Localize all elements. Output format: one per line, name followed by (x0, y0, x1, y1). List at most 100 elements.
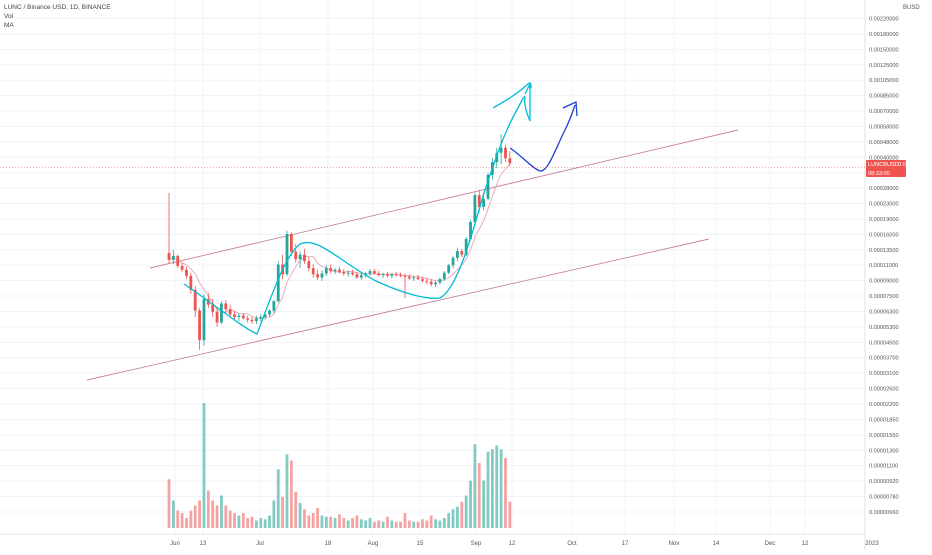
price-tick-label: 0.00150000 (869, 47, 899, 53)
indicator-vol[interactable]: Vol (4, 13, 14, 20)
volume-bar (307, 515, 311, 528)
cyan-projection-curve (183, 107, 519, 335)
candle-body (263, 314, 267, 318)
candle-body (189, 275, 193, 290)
candle (272, 300, 276, 314)
candle-body (381, 274, 385, 276)
candle (259, 314, 263, 322)
candle (438, 277, 442, 285)
price-tick-label: 0.00003100 (869, 371, 899, 377)
price-tick-label: 0.00070000 (869, 109, 899, 115)
candle (386, 271, 389, 278)
volume-bar (211, 500, 215, 528)
candle-body (460, 251, 464, 255)
candle (381, 272, 385, 279)
candle (316, 269, 319, 280)
price-tick-label: 0.00011000 (869, 263, 898, 269)
candle-body (224, 303, 228, 310)
candle (189, 272, 193, 294)
countdown: 08:33:00 (868, 171, 890, 177)
candle-body (473, 195, 477, 223)
symbol-line[interactable]: LUNC / Binance USD, 1D, BINANCE (4, 4, 111, 11)
candle (289, 232, 293, 256)
volume-bar (377, 520, 381, 528)
time-tick-label: 13 (200, 541, 207, 547)
volume-bar (180, 513, 184, 528)
volume-bar (438, 520, 442, 528)
candle-body (425, 280, 429, 282)
price-axis[interactable]: 0.00220000 0.00180000 0.00150000 0.00125000… (869, 17, 899, 516)
candle (250, 317, 254, 325)
volume-bar (460, 501, 464, 528)
volume-bar (364, 520, 368, 528)
candle-body (394, 274, 398, 276)
candle-body (303, 254, 306, 262)
volume-bar (176, 510, 180, 528)
channel-upper-line (149, 129, 739, 269)
candle-body (386, 274, 389, 276)
volume-bar (329, 516, 333, 528)
volume-bar (189, 510, 193, 528)
candle-body (241, 315, 245, 319)
candle-body (272, 301, 276, 311)
candle (307, 257, 311, 272)
time-tick-label: Sep (471, 541, 482, 547)
volume-bar (469, 480, 472, 528)
volume-bar (316, 508, 319, 528)
candle-body (198, 310, 201, 341)
candle-body (368, 271, 372, 274)
candle-body (504, 147, 507, 159)
candle-body (421, 279, 424, 281)
volume-bar (359, 519, 363, 528)
candles (167, 134, 512, 350)
channel-lines (86, 129, 739, 381)
candle (171, 249, 175, 264)
candle-body (276, 264, 280, 302)
candle (351, 269, 354, 276)
candle-body (351, 272, 354, 275)
candle (390, 273, 394, 279)
candle (268, 309, 271, 318)
volume-bar (224, 505, 228, 528)
candle (320, 270, 324, 281)
price-tick-label: 0.00023000 (869, 202, 899, 208)
volume-bar (346, 520, 350, 528)
volume-bar (215, 505, 219, 528)
candle (403, 273, 407, 298)
volume-bar (394, 521, 398, 528)
price-tick-label: 0.00040000 (869, 155, 899, 161)
candle (333, 268, 337, 275)
time-tick-label: 12 (509, 541, 516, 547)
candle-body (255, 318, 258, 322)
candle (185, 266, 188, 280)
time-tick-label: Aug (368, 541, 379, 547)
current-symbol: LUNCBUSD (868, 162, 899, 168)
volume-bar (289, 460, 293, 528)
indicator-ma[interactable]: MA (4, 22, 14, 29)
candle (215, 308, 219, 328)
candle (237, 313, 241, 322)
candle (460, 248, 464, 258)
candle (228, 304, 232, 318)
candle (342, 268, 346, 276)
currency-label: BUSD (903, 5, 920, 11)
price-tick-label: 0.00005300 (869, 325, 899, 331)
volume-bar (372, 521, 376, 528)
candle (456, 247, 459, 262)
time-axis[interactable]: Jun 13 Jul 18 Aug 15 Sep 12 Oct 17 Nov 14 Dec 12 2023 (170, 541, 879, 547)
candle (324, 265, 328, 276)
price-tick-label: 0.00006300 (869, 309, 899, 315)
price-tick-label: 0.00003700 (869, 356, 899, 362)
volume-bar (250, 516, 254, 528)
price-tick-label: 0.00220000 (869, 17, 899, 23)
price-tick-label: 0.00009000 (869, 279, 899, 285)
candle-body (442, 272, 446, 280)
volume-bar (281, 496, 285, 528)
volume-bar (482, 480, 486, 528)
volume-bar (429, 515, 433, 528)
volume-bar (237, 515, 241, 528)
volume-bar (368, 518, 372, 528)
candle-body (228, 309, 232, 315)
